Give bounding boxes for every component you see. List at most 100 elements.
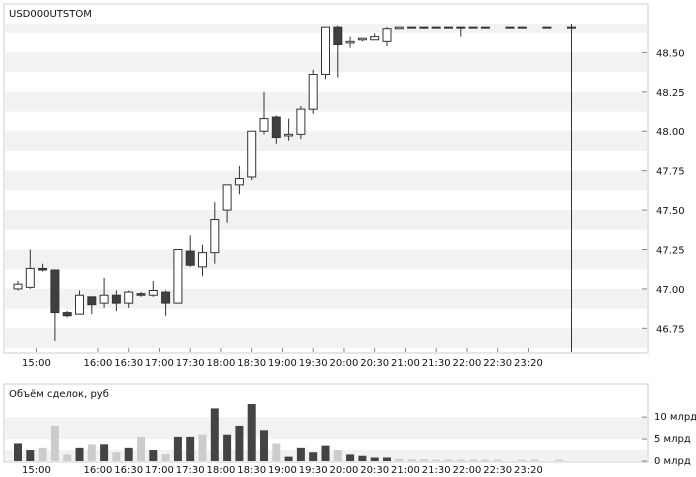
candle bbox=[99, 277, 109, 308]
price-panel: USD000UTSTOM 46.75 47.00 47.25 47.50 47.75 48… bbox=[3, 3, 685, 369]
candle bbox=[505, 26, 515, 29]
volume-x-tick-label: 21:30 bbox=[422, 465, 451, 476]
volume-x-tick-label: 21:00 bbox=[391, 465, 420, 476]
candle bbox=[357, 37, 367, 42]
volume-bar bbox=[346, 454, 355, 461]
candle-body bbox=[394, 26, 404, 30]
price-x-tick-label: 18:00 bbox=[207, 358, 236, 369]
candle bbox=[222, 184, 232, 223]
candle-body bbox=[407, 26, 417, 29]
candle bbox=[321, 26, 330, 80]
candle-body bbox=[111, 294, 121, 304]
candle bbox=[542, 26, 552, 29]
volume-bar bbox=[173, 436, 182, 461]
volume-bar bbox=[493, 459, 502, 461]
price-x-tick-label: 17:00 bbox=[145, 358, 174, 369]
volume-bar bbox=[198, 434, 207, 461]
volume-x-tick-label: 18:00 bbox=[207, 465, 236, 476]
volume-bar bbox=[100, 444, 109, 461]
volume-x-tick-label: 19:30 bbox=[299, 465, 328, 476]
price-x-tick-label: 19:30 bbox=[299, 358, 328, 369]
candle-body bbox=[75, 294, 84, 315]
candle bbox=[517, 26, 527, 29]
price-x-tick-label: 20:00 bbox=[330, 358, 359, 369]
volume-bar bbox=[235, 425, 244, 461]
candle-body bbox=[259, 118, 269, 132]
price-x-tick-label: 22:30 bbox=[483, 358, 512, 369]
price-y-tick-label: 47.75 bbox=[656, 167, 685, 178]
volume-bar bbox=[358, 455, 367, 461]
candle bbox=[111, 290, 121, 311]
price-grid-band bbox=[5, 210, 647, 230]
volume-x-tick-label: 23:20 bbox=[514, 465, 543, 476]
volume-x-tick-label: 18:30 bbox=[237, 465, 266, 476]
candle bbox=[148, 281, 158, 297]
volume-bar bbox=[272, 443, 281, 461]
volume-bar bbox=[481, 459, 490, 461]
candle-body bbox=[542, 26, 552, 29]
price-y-axis: 46.75 47.00 47.25 47.50 47.75 48.00 48.25 48.50 bbox=[642, 48, 685, 335]
candle bbox=[185, 235, 195, 267]
candle bbox=[62, 311, 72, 318]
price-y-tick-label: 48.25 bbox=[656, 88, 685, 99]
candle bbox=[480, 26, 490, 29]
volume-bar bbox=[112, 452, 121, 461]
candle-body bbox=[345, 40, 355, 44]
volume-x-tick-label: 17:00 bbox=[145, 465, 174, 476]
volume-y-axis: 0 млрд 5 млрд 10 млрд bbox=[642, 412, 696, 467]
volume-bar bbox=[186, 436, 195, 461]
price-chart-title: USD000UTSTOM bbox=[9, 9, 92, 20]
candle-body bbox=[62, 312, 72, 317]
candle-body bbox=[480, 26, 490, 29]
volume-x-tick-label: 20:30 bbox=[360, 465, 389, 476]
volume-bar bbox=[518, 459, 527, 461]
candle-body bbox=[247, 130, 257, 178]
volume-bar bbox=[407, 459, 416, 461]
volume-x-tick-label: 16:30 bbox=[114, 465, 143, 476]
price-grid-band bbox=[5, 249, 647, 270]
candle bbox=[394, 26, 404, 30]
price-grid-band bbox=[5, 328, 647, 349]
price-x-tick-label: 17:30 bbox=[176, 358, 205, 369]
volume-bar bbox=[456, 459, 465, 461]
candle-body bbox=[185, 250, 195, 266]
volume-bar bbox=[370, 457, 379, 461]
price-x-axis: 15:00 16:00 16:30 17:00 17:30 18:00 18:30 19:00… bbox=[22, 348, 543, 369]
candle bbox=[25, 249, 35, 289]
candle bbox=[370, 33, 380, 41]
price-grid-band bbox=[5, 131, 647, 151]
price-y-tick-label: 46.75 bbox=[656, 324, 685, 335]
volume-bar bbox=[284, 456, 293, 461]
candle-body bbox=[136, 293, 146, 296]
candle bbox=[444, 26, 453, 29]
volume-bar bbox=[63, 454, 72, 461]
candle-body bbox=[99, 294, 109, 304]
volume-x-tick-label: 22:30 bbox=[483, 465, 512, 476]
candle bbox=[567, 24, 576, 352]
candle bbox=[247, 130, 257, 181]
volume-bar bbox=[137, 436, 145, 461]
candle bbox=[13, 281, 23, 291]
volume-x-tick-label: 17:30 bbox=[176, 465, 205, 476]
candle-body bbox=[234, 178, 244, 186]
price-x-tick-label: 23:20 bbox=[514, 358, 543, 369]
candle bbox=[382, 27, 392, 47]
volume-bar bbox=[223, 434, 232, 461]
candle bbox=[456, 26, 466, 37]
candle-body bbox=[173, 249, 183, 304]
price-x-tick-label: 21:30 bbox=[422, 358, 451, 369]
volume-bar bbox=[26, 450, 35, 461]
volume-bar bbox=[383, 457, 391, 461]
price-grid-band bbox=[5, 91, 647, 112]
price-y-tick-label: 48.00 bbox=[656, 127, 685, 138]
volume-bar bbox=[75, 447, 84, 461]
candle-body bbox=[431, 26, 441, 29]
candle bbox=[407, 26, 417, 29]
candle-body bbox=[357, 37, 367, 41]
candle-body bbox=[505, 26, 515, 29]
candle bbox=[308, 69, 318, 114]
candle-body bbox=[444, 26, 453, 29]
candle bbox=[38, 263, 48, 272]
candle bbox=[75, 290, 84, 315]
volume-bar bbox=[14, 443, 22, 461]
